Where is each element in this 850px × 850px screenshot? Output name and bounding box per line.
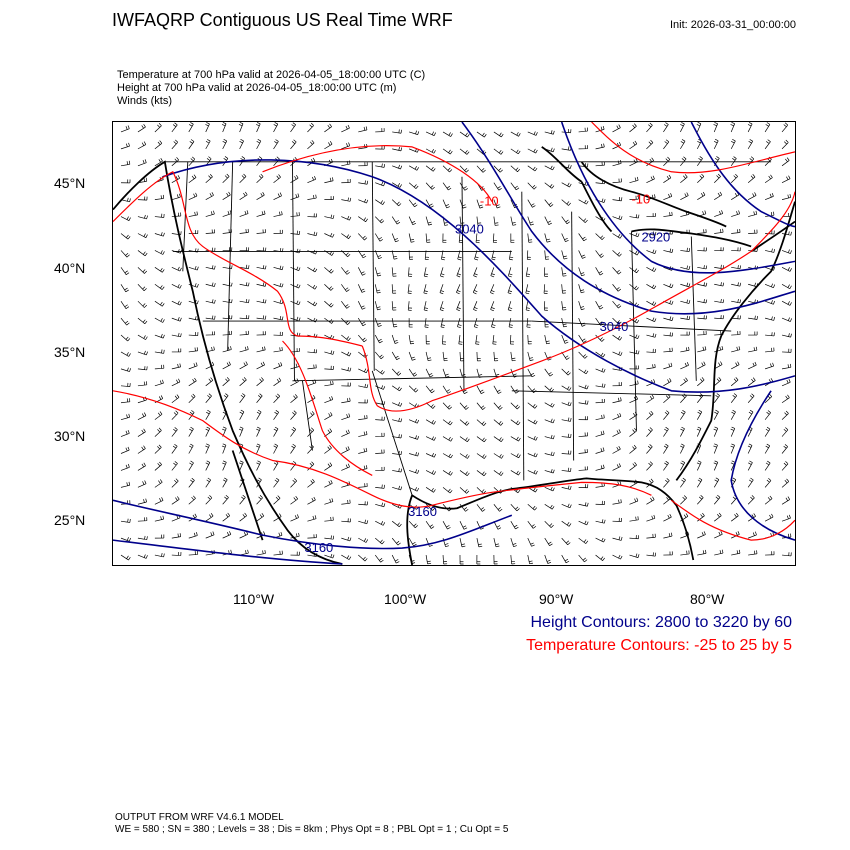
svg-text:3160: 3160 <box>408 504 437 519</box>
svg-text:-10: -10 <box>480 194 499 209</box>
svg-text:3160: 3160 <box>304 540 333 555</box>
lat-label-25: 25°N <box>54 512 86 528</box>
init-time: Init: 2026-03-31_00:00:00 <box>670 19 796 31</box>
info-temperature: Temperature at 700 hPa valid at 2026-04-… <box>117 69 426 81</box>
height-contour-legend: Height Contours: 2800 to 3220 by 60 <box>530 614 792 631</box>
info-winds: Winds (kts) <box>117 95 172 107</box>
lon-label-110: 110°W <box>233 591 275 607</box>
height-contours <box>113 122 795 565</box>
weather-map: 3040 2920 3040 3160 3160 -10 -10 <box>112 121 796 566</box>
temperature-contour-labels: -10 -10 <box>480 192 650 209</box>
footer-model: OUTPUT FROM WRF V4.6.1 MODEL <box>115 812 284 823</box>
svg-text:3040: 3040 <box>455 222 484 237</box>
temperature-contours <box>113 122 795 541</box>
lat-label-30: 30°N <box>54 428 86 444</box>
state-borders <box>164 161 772 496</box>
coastline-outline <box>113 146 795 565</box>
wind-barb-field <box>120 122 793 565</box>
lon-label-80: 80°W <box>690 591 725 607</box>
wind-barbs <box>120 122 793 565</box>
map-title: IWFAQRP Contiguous US Real Time WRF <box>112 10 453 30</box>
footer-settings: WE = 580 ; SN = 380 ; Levels = 38 ; Dis … <box>115 824 509 835</box>
lon-label-90: 90°W <box>539 591 574 607</box>
height-contour-labels: 3040 2920 3040 3160 3160 <box>304 222 670 556</box>
lon-label-100: 100°W <box>384 591 427 607</box>
svg-text:3040: 3040 <box>600 319 629 334</box>
lat-label-45: 45°N <box>54 175 86 191</box>
info-height: Height at 700 hPa valid at 2026-04-05_18… <box>117 82 397 94</box>
lat-label-35: 35°N <box>54 344 86 360</box>
svg-text:-10: -10 <box>631 192 650 207</box>
map-canvas: 3040 2920 3040 3160 3160 -10 -10 <box>113 122 795 565</box>
svg-text:2920: 2920 <box>641 229 670 244</box>
lat-label-40: 40°N <box>54 260 86 276</box>
temperature-contour-legend: Temperature Contours: -25 to 25 by 5 <box>526 637 792 654</box>
